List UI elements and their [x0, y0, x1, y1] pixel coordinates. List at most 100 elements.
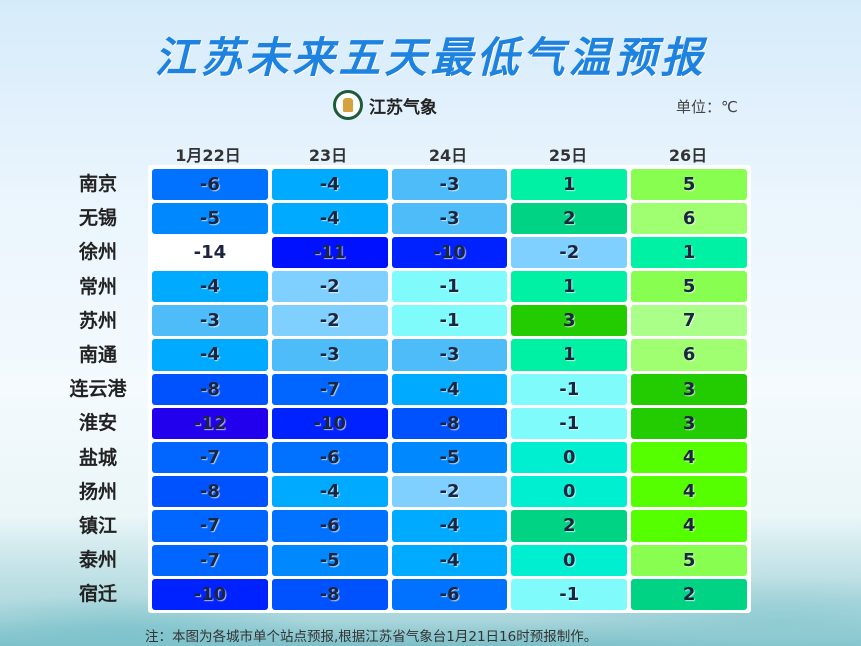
- temperature-cell: -4: [391, 373, 508, 405]
- temperature-cell: 3: [511, 305, 628, 337]
- temperature-cell: -5: [391, 442, 508, 474]
- temperature-cell: -8: [152, 476, 268, 508]
- temperature-cell: -2: [511, 236, 628, 269]
- table-row: 盐城 -7 -6 -5 0 4: [79, 441, 749, 475]
- table-row: 苏州 -3 -2 -1 3 7: [79, 304, 749, 338]
- date-header-cell: 24日: [428, 146, 468, 165]
- date-header-cell: 25日: [548, 146, 588, 165]
- table-row: 南通 -4 -3 -3 1 6: [79, 338, 749, 372]
- temperature-cell: -2: [271, 305, 388, 337]
- table-row: 常州 -4 -2 -1 1 5: [79, 270, 749, 304]
- temperature-cell: -12: [152, 407, 268, 439]
- temperature-table: 南京 -6 -4 -3 1 5 无锡 -5 -4 -3 2 6 徐州 -14 -11 -10 -2 1 常州 -4 -2…: [69, 165, 751, 614]
- temperature-cell: -7: [271, 373, 388, 405]
- date-header-cell: 26日: [668, 146, 708, 165]
- temperature-cell: -10: [391, 236, 508, 269]
- temperature-cell: 5: [631, 168, 747, 200]
- city-label: 无锡: [78, 207, 117, 230]
- temperature-cell: 7: [631, 305, 747, 337]
- temperature-cell: -7: [152, 510, 268, 542]
- temperature-cell: -3: [391, 168, 508, 200]
- meteorology-seal-icon: [333, 90, 363, 120]
- temperature-cell: -5: [152, 202, 268, 234]
- page-title: 江苏未来五天最低气温预报: [154, 33, 707, 82]
- date-header-cell: 23日: [308, 146, 348, 165]
- logo-text: 江苏气象: [369, 97, 437, 118]
- temperature-cell: -10: [271, 407, 388, 439]
- footnote: 注：本图为各城市单个站点预报,根据江苏省气象台1月21日16时预报制作。: [145, 629, 598, 645]
- temperature-cell: -3: [152, 305, 268, 337]
- temperature-cell: -11: [271, 236, 388, 269]
- temperature-cell: -8: [271, 578, 388, 610]
- temperature-cell: 4: [631, 510, 747, 542]
- temperature-cell: 6: [631, 202, 747, 234]
- temperature-cell: 2: [511, 202, 628, 234]
- temperature-cell: -8: [152, 373, 268, 405]
- temperature-cell: -4: [391, 510, 508, 542]
- city-label: 镇江: [78, 514, 117, 537]
- temperature-cell: -3: [391, 202, 508, 234]
- temperature-cell: 1: [511, 271, 628, 303]
- temperature-cell: 4: [631, 442, 747, 474]
- temperature-cell: 4: [631, 476, 747, 508]
- temperature-cell: -4: [391, 544, 508, 576]
- temperature-cell: 5: [631, 271, 747, 303]
- city-label: 扬州: [78, 480, 117, 503]
- temperature-cell: -3: [391, 339, 508, 371]
- temperature-cell: -4: [152, 271, 268, 303]
- temperature-cell: -4: [152, 339, 268, 371]
- temperature-cell: -6: [271, 510, 388, 542]
- unit-label: 单位：℃: [676, 98, 738, 116]
- city-label: 苏州: [78, 309, 117, 332]
- temperature-cell: -2: [391, 476, 508, 508]
- table-row: 淮安 -12 -10 -8 -1 3: [79, 406, 749, 440]
- city-label: 徐州: [78, 241, 117, 264]
- temperature-cell: 0: [511, 476, 628, 508]
- date-header-cell: 1月22日: [175, 146, 241, 165]
- temperature-cell: 3: [631, 373, 747, 405]
- temperature-cell: -5: [271, 544, 388, 576]
- temperature-cell: 1: [511, 339, 628, 371]
- temperature-cell: -1: [511, 373, 628, 405]
- city-label: 宿迁: [78, 583, 117, 606]
- table-row: 无锡 -5 -4 -3 2 6: [79, 201, 749, 235]
- temperature-cell: -6: [391, 578, 508, 610]
- temperature-cell: -8: [391, 407, 508, 439]
- city-label: 南京: [78, 173, 117, 195]
- temperature-cell: -14: [152, 236, 268, 269]
- city-label: 淮安: [78, 412, 117, 435]
- temperature-cell: -1: [511, 407, 628, 439]
- temperature-cell: -4: [271, 202, 388, 234]
- temperature-cell: 3: [631, 407, 747, 439]
- city-label: 南通: [78, 343, 117, 366]
- city-label: 泰州: [78, 549, 117, 572]
- temperature-cell: 0: [511, 442, 628, 474]
- table-row: 宿迁 -10 -8 -6 -1 2: [79, 577, 749, 611]
- temperature-cell: 5: [631, 544, 747, 576]
- temperature-cell: -7: [152, 544, 268, 576]
- temperature-cell: -7: [152, 442, 268, 474]
- temperature-cell: -1: [391, 305, 508, 337]
- temperature-cell: 2: [631, 578, 747, 610]
- temperature-cell: -3: [271, 339, 388, 371]
- city-label: 盐城: [78, 446, 117, 469]
- logo: 江苏气象: [333, 90, 437, 120]
- temperature-cell: 1: [631, 236, 747, 269]
- city-label: 连云港: [69, 378, 127, 401]
- temperature-cell: 0: [511, 544, 628, 576]
- city-label: 常州: [78, 275, 117, 298]
- temperature-cell: -6: [271, 442, 388, 474]
- temperature-cell: 6: [631, 339, 747, 371]
- table-row: 连云港 -8 -7 -4 -1 3: [69, 372, 749, 406]
- temperature-cell: -4: [271, 476, 388, 508]
- temperature-cell: -10: [152, 578, 268, 610]
- temperature-cell: -1: [391, 271, 508, 303]
- temperature-cell: 2: [511, 510, 628, 542]
- temperature-cell: -2: [271, 271, 388, 303]
- date-header: 1月22日 23日 24日 25日 26日: [148, 142, 748, 166]
- temperature-cell: -6: [152, 168, 268, 200]
- temperature-cell: -4: [271, 168, 388, 200]
- table-row: 镇江 -7 -6 -4 2 4: [79, 509, 749, 543]
- table-row: 泰州 -7 -5 -4 0 5: [79, 543, 749, 577]
- table-row: 南京 -6 -4 -3 1 5: [79, 167, 749, 201]
